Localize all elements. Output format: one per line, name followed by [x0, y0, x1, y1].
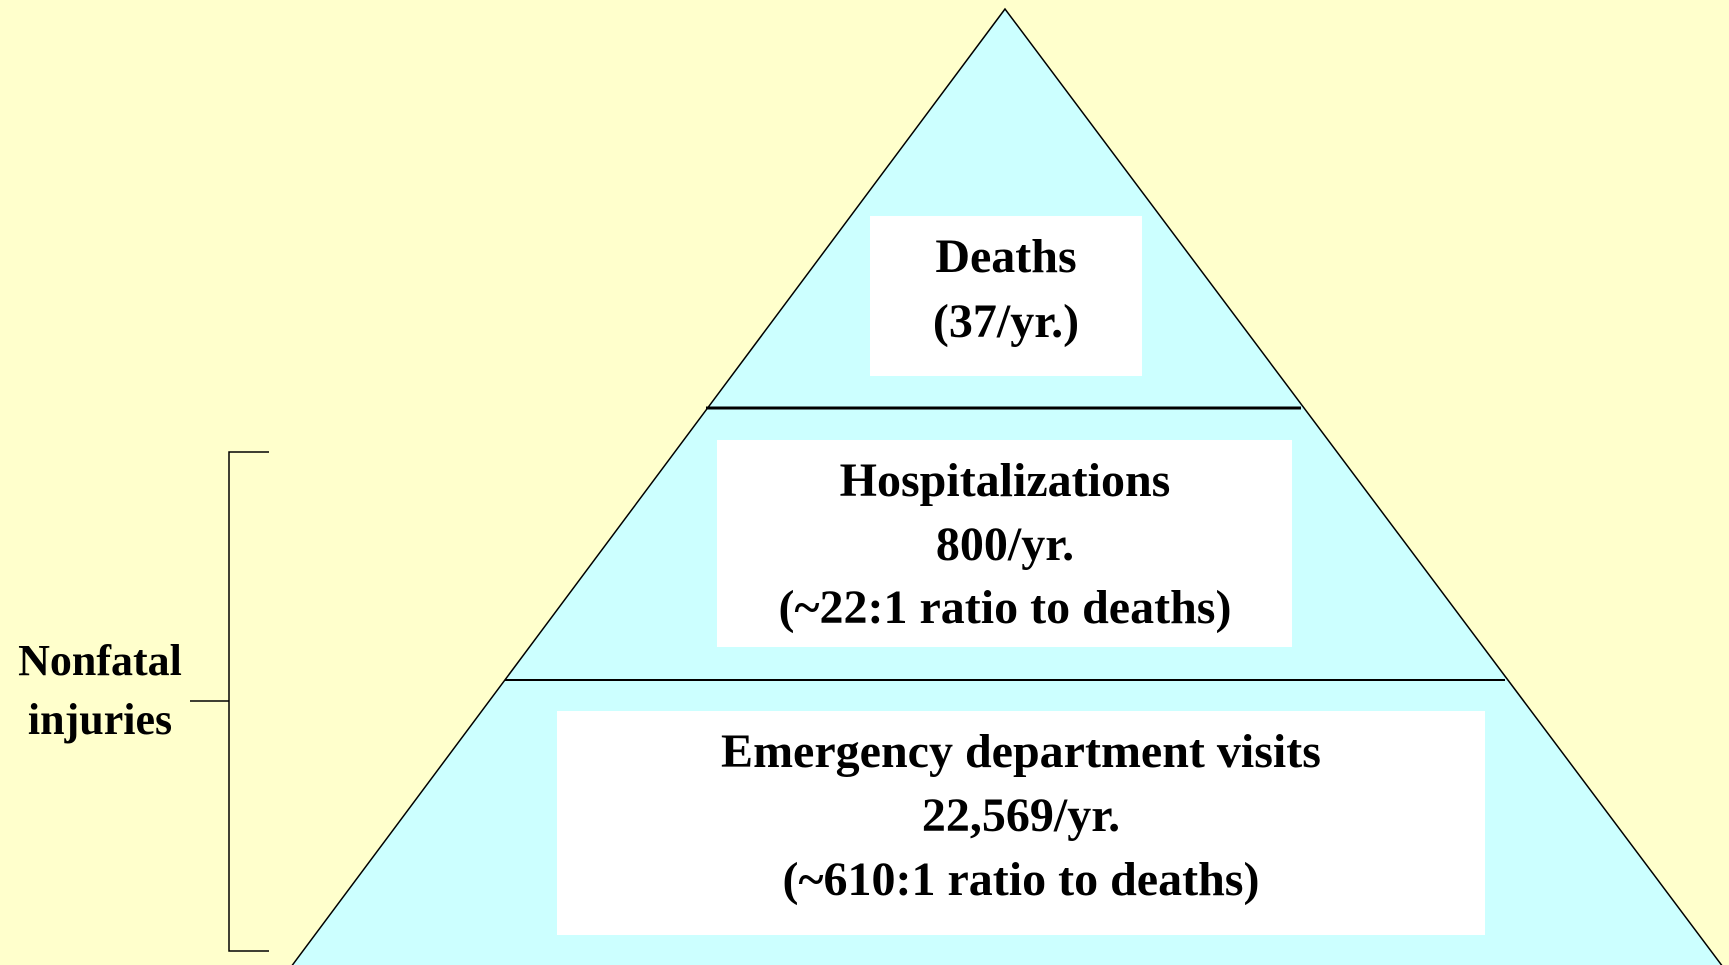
labels: Deaths (37/yr.) Hospitalizations 800/yr. (~2…: [18, 230, 1321, 906]
level-text: (37/yr.): [933, 295, 1079, 348]
level-box: [870, 216, 1142, 376]
level-text: (~22:1 ratio to deaths): [779, 581, 1232, 634]
bracket-label: Nonfatal: [18, 636, 182, 685]
level-text: 22,569/yr.: [922, 789, 1120, 842]
level-text: Deaths: [935, 230, 1076, 283]
bracket-label: injuries: [28, 695, 172, 744]
level-text: Hospitalizations: [840, 454, 1171, 507]
level-text: Emergency department visits: [721, 725, 1321, 778]
level-box: [557, 711, 1485, 935]
level-box: [717, 440, 1292, 647]
level-text: 800/yr.: [936, 518, 1074, 571]
level-text: (~610:1 ratio to deaths): [783, 853, 1260, 906]
